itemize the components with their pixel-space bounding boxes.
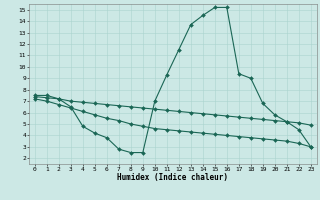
X-axis label: Humidex (Indice chaleur): Humidex (Indice chaleur) bbox=[117, 173, 228, 182]
